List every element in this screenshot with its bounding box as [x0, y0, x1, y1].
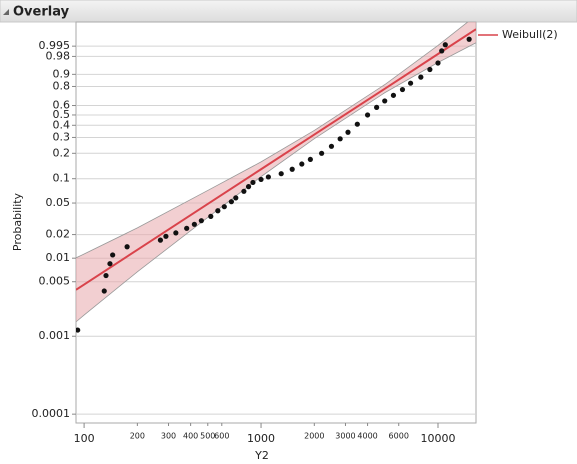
data-point — [345, 129, 351, 135]
data-point — [328, 143, 335, 149]
data-point — [124, 244, 130, 250]
data-point — [364, 112, 371, 118]
data-point — [337, 136, 343, 142]
y-axis-label: Probability — [11, 192, 24, 251]
data-point — [163, 233, 169, 239]
x-tick-label: 200 — [130, 432, 145, 441]
data-point — [173, 230, 179, 236]
data-point — [399, 86, 406, 93]
y-tick-label: 0.005 — [39, 275, 71, 288]
x-tick-label: 600 — [214, 432, 229, 441]
data-point — [76, 327, 81, 333]
data-point — [374, 104, 380, 110]
data-point — [198, 218, 204, 224]
data-point — [466, 36, 472, 42]
legend-label: Weibull(2) — [502, 28, 558, 41]
plot-area — [76, 22, 476, 333]
data-point — [221, 204, 227, 210]
band-lower — [76, 42, 476, 323]
x-tick-label: 400 — [183, 432, 198, 441]
y-tick-label: 0.02 — [46, 228, 71, 241]
y-tick-label: 0.5 — [53, 108, 71, 121]
data-point — [191, 221, 197, 227]
data-point — [319, 150, 325, 156]
y-tick-label: 0.0001 — [32, 407, 71, 420]
data-point — [299, 161, 305, 167]
disclosure-icon[interactable] — [3, 9, 9, 15]
x-tick-label: 2000 — [304, 432, 324, 441]
data-point — [407, 80, 414, 86]
data-point — [354, 121, 360, 127]
y-tick-label: 0.001 — [39, 329, 71, 342]
data-point — [390, 92, 397, 98]
y-tick-label: 0.6 — [53, 99, 71, 112]
data-point — [157, 237, 164, 243]
y-tick-label: 0.1 — [53, 172, 71, 185]
data-point — [208, 213, 214, 219]
data-point — [439, 48, 445, 54]
data-point — [427, 66, 433, 73]
data-point — [215, 208, 221, 214]
data-point — [107, 261, 113, 267]
axes: 0.0001 0.001 0.005 0.01 0.02 0.05 0.1 0.2 0.30.4… — [32, 39, 456, 445]
plot-frame — [75, 21, 477, 424]
x-tick-label: 1000 — [247, 432, 275, 445]
data-point — [184, 225, 190, 231]
y-tick-label: 0.9 — [53, 67, 71, 80]
data-point — [289, 166, 295, 172]
x-tick-label: 300 — [161, 432, 176, 441]
y-tick-label: 0.8 — [53, 79, 71, 92]
data-point — [382, 98, 388, 104]
fit-line — [76, 28, 476, 291]
data-point — [228, 199, 235, 205]
data-point — [265, 174, 271, 180]
x-tick-label: 4000 — [357, 432, 377, 441]
x-tick-label: 3000 — [335, 432, 355, 441]
data-point — [418, 74, 424, 80]
x-tick-label: 10000 — [420, 432, 455, 445]
y-tick-label: 0.2 — [53, 146, 71, 159]
band-upper — [76, 22, 469, 259]
y-tick-label: 0.98 — [46, 49, 71, 62]
y-tick-label: 0.05 — [46, 196, 71, 209]
data-point — [307, 156, 313, 163]
y-tick-label: 0.995 — [39, 39, 71, 52]
data-point — [258, 176, 264, 183]
data-point — [278, 171, 284, 177]
data-point — [250, 179, 256, 186]
x-tick-label: 100 — [74, 432, 95, 445]
data-point — [435, 60, 441, 66]
data-point — [442, 42, 448, 48]
y-tick-label: 0.01 — [46, 251, 71, 264]
x-tick-label: 500 — [200, 432, 215, 441]
x-axis-label: Y2 — [254, 449, 269, 462]
header-bar — [0, 0, 577, 23]
y-tick-label: 0.4 — [53, 118, 71, 131]
x-tick-label: 6000 — [389, 432, 409, 441]
confidence-band — [76, 22, 476, 322]
data-point — [241, 188, 247, 194]
y-tick-label: 0.3 — [53, 130, 71, 143]
data-point — [245, 184, 252, 190]
data-point — [110, 252, 116, 258]
data-point — [103, 272, 109, 279]
data-point — [233, 195, 239, 201]
data-point — [101, 288, 107, 294]
header-title: Overlay — [13, 5, 70, 20]
